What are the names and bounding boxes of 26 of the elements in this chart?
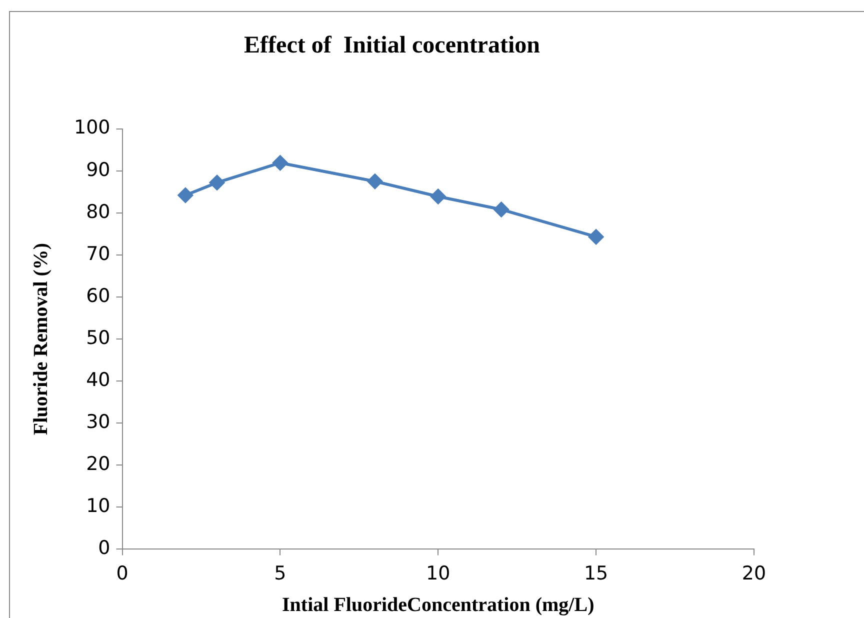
point <box>178 188 193 203</box>
chart-title: Effect of Initial cocentration <box>244 32 540 59</box>
y-tick-label: 50 <box>86 326 110 349</box>
y-tick-label: 0 <box>98 537 110 560</box>
point <box>367 174 382 189</box>
y-tick-label: 70 <box>86 242 110 265</box>
y-tick-label: 80 <box>86 200 110 223</box>
y-tick-label: 100 <box>74 116 110 139</box>
x-tick-label: 15 <box>584 562 608 585</box>
y-axis-title: Fluoride Removal (%) <box>30 242 52 436</box>
y-tick-label: 90 <box>86 158 110 181</box>
x-axis-title: Intial FluorideConcentration (mg/L) <box>282 594 594 616</box>
y-tick-label: 30 <box>86 411 110 434</box>
x-tick-label: 0 <box>116 562 128 585</box>
point <box>588 229 604 244</box>
point <box>430 188 446 204</box>
y-tick-label: 60 <box>86 284 110 307</box>
y-tick-label: 20 <box>86 453 110 476</box>
y-tick-label: 40 <box>86 368 110 391</box>
point <box>210 175 225 190</box>
point <box>494 202 509 218</box>
x-tick-label: 20 <box>742 562 766 585</box>
x-tick-label: 5 <box>274 562 286 585</box>
x-tick-label: 10 <box>426 562 450 585</box>
y-tick-label: 10 <box>86 495 110 518</box>
point <box>272 155 288 170</box>
